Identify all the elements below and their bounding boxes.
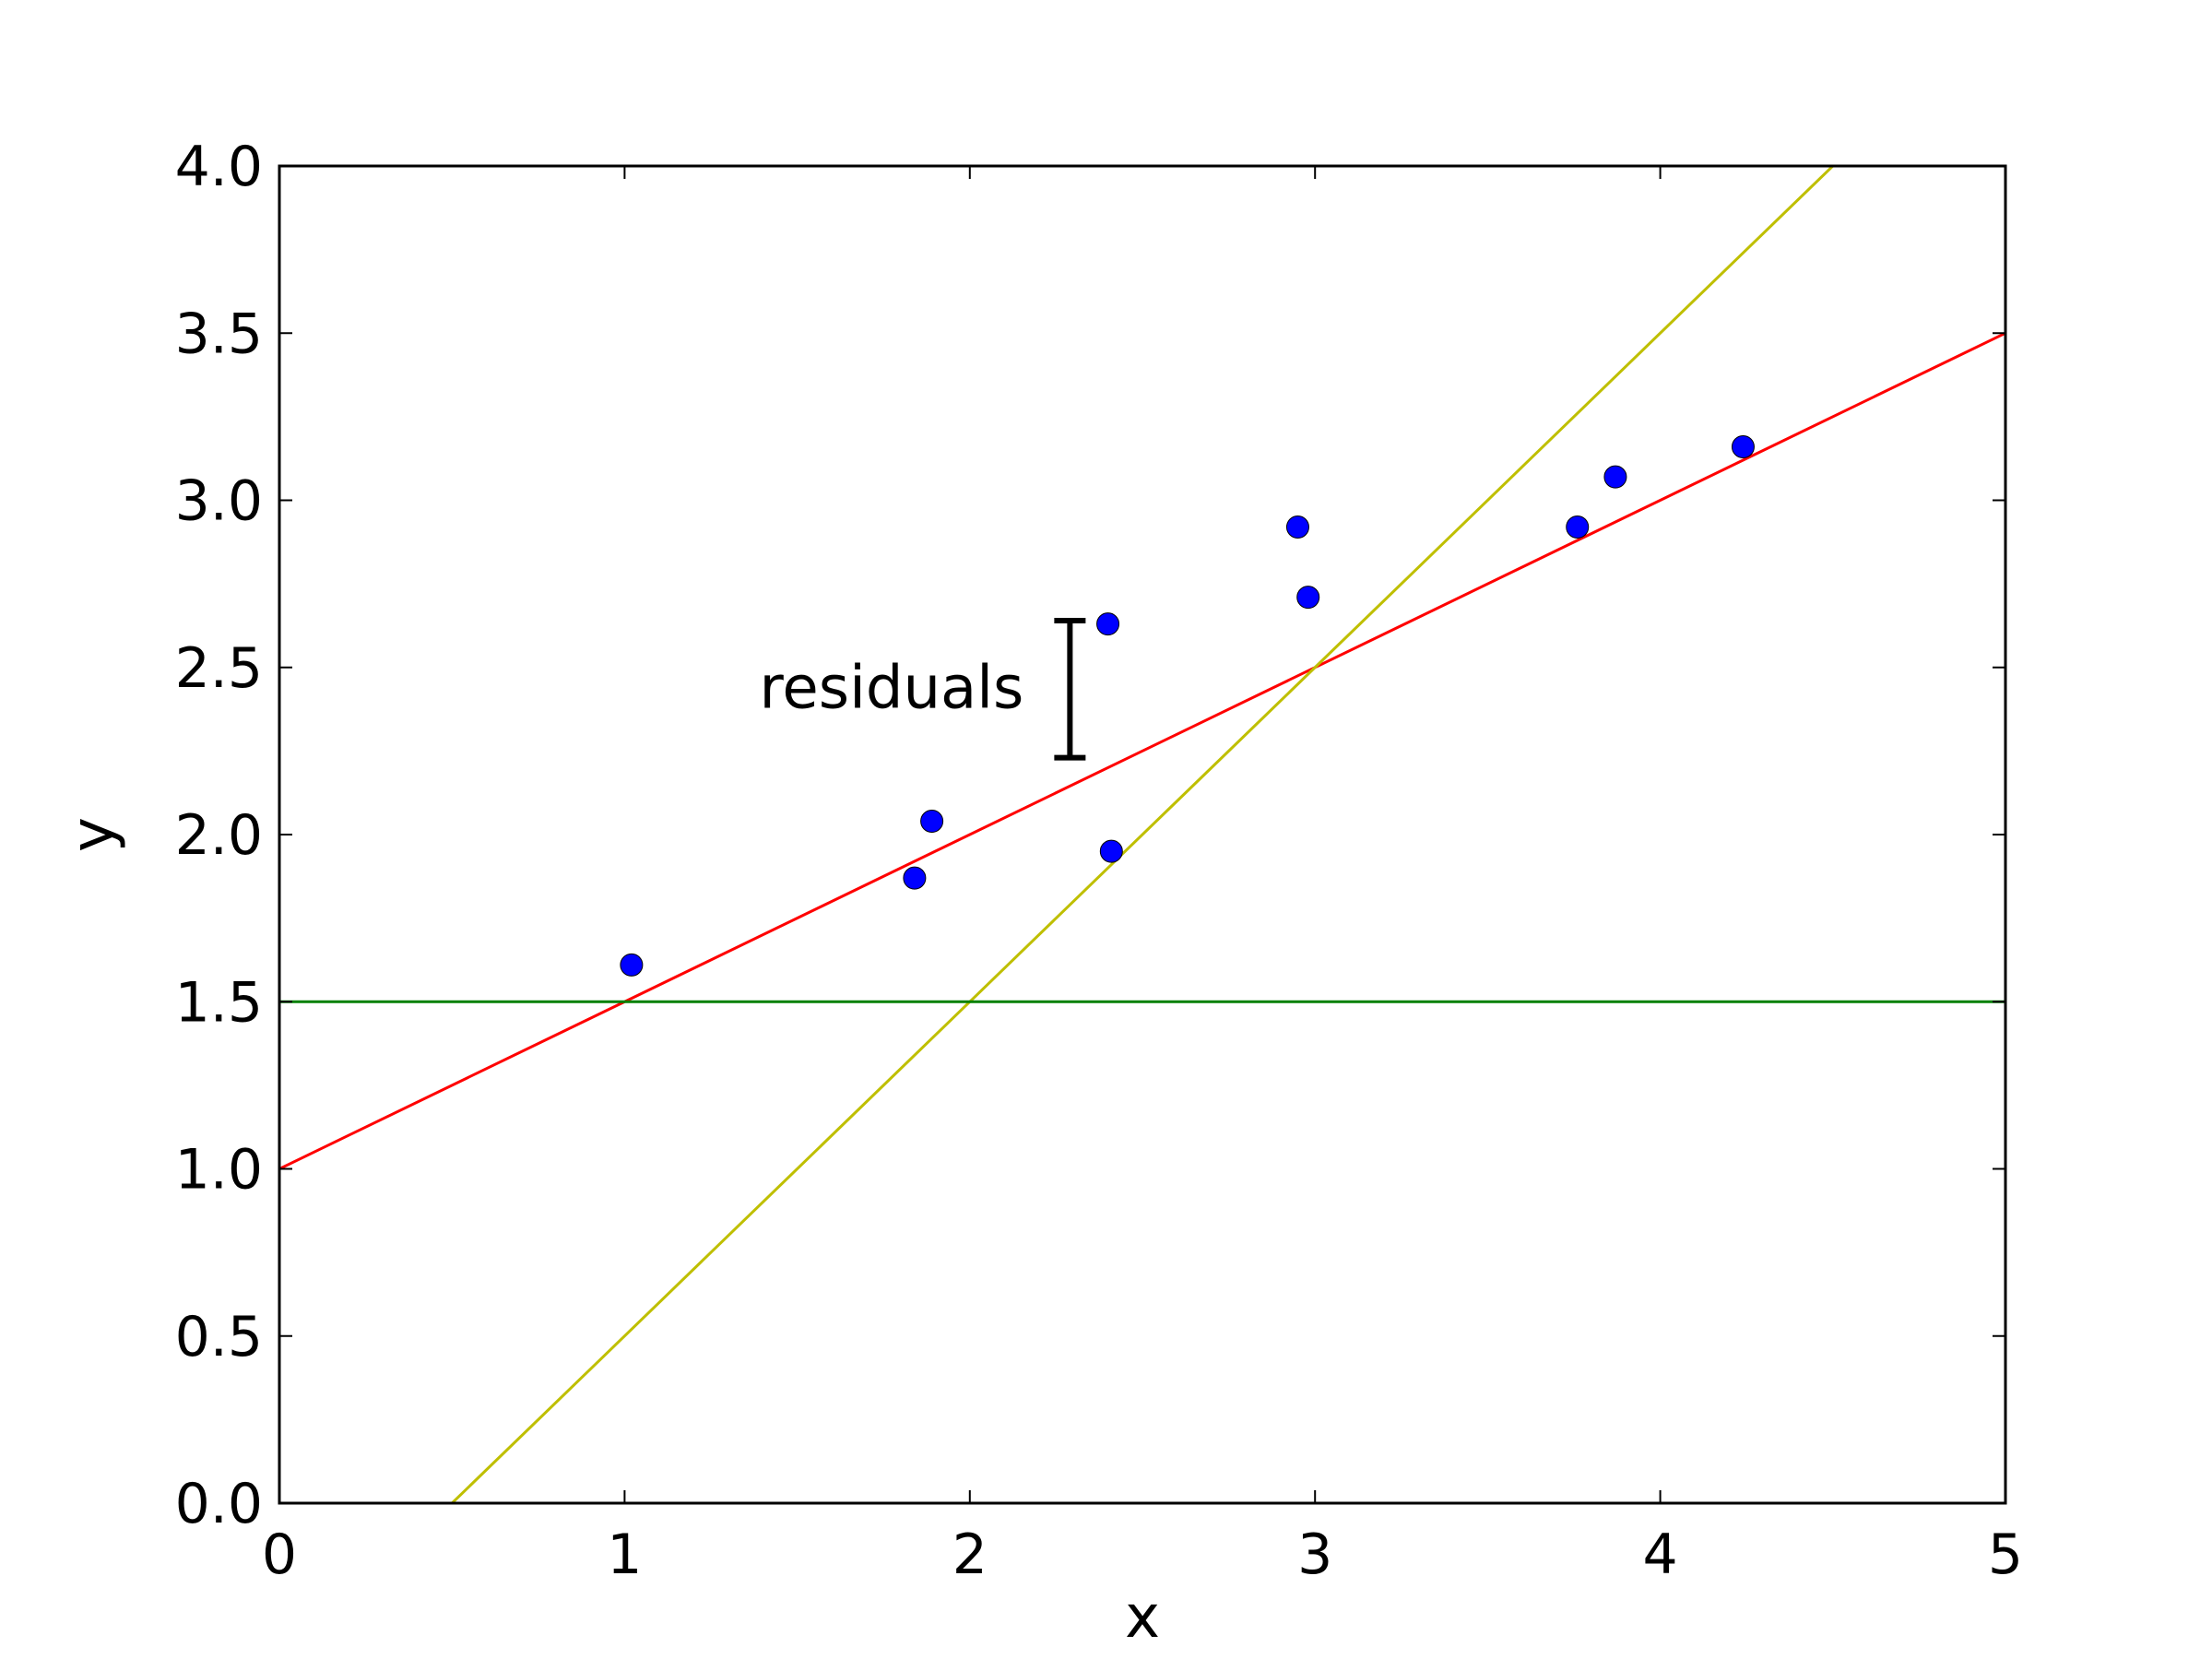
y-tick-label: 0.5 bbox=[175, 1305, 263, 1369]
x-tick-label: 3 bbox=[1297, 1523, 1332, 1587]
y-tick-label: 3.5 bbox=[175, 302, 263, 366]
y-tick-label: 1.5 bbox=[175, 970, 263, 1035]
data-point bbox=[1603, 465, 1627, 489]
y-axis: 0.0 0.5 1.0 1.5 2.0 2.5 3.0 3.5 4.0 bbox=[175, 135, 2005, 1536]
x-tick-label: 1 bbox=[607, 1523, 642, 1587]
y-axis-label: y bbox=[59, 817, 127, 852]
residual-annotation: residuals bbox=[759, 618, 1086, 761]
y-tick-label: 0.0 bbox=[175, 1472, 263, 1536]
x-axis: 0 1 2 3 4 5 bbox=[262, 166, 2023, 1587]
y-tick-label: 4.0 bbox=[175, 135, 263, 199]
data-point bbox=[620, 953, 644, 977]
data-point bbox=[1731, 435, 1755, 458]
y-tick-label: 1.0 bbox=[175, 1138, 263, 1203]
data-point bbox=[1296, 586, 1320, 610]
x-axis-label: x bbox=[1125, 1583, 1160, 1652]
x-tick-label: 4 bbox=[1643, 1523, 1678, 1587]
data-point bbox=[920, 810, 944, 833]
y-tick-label: 2.0 bbox=[175, 803, 263, 868]
data-point bbox=[903, 866, 927, 890]
residuals-label: residuals bbox=[759, 654, 1023, 722]
fit-line-2 bbox=[450, 166, 1835, 1503]
x-tick-label: 0 bbox=[262, 1523, 297, 1587]
regression-lines bbox=[279, 166, 2005, 1503]
residual-bracket bbox=[1054, 618, 1086, 761]
x-tick-label: 5 bbox=[1988, 1523, 2023, 1587]
data-point bbox=[1566, 515, 1590, 539]
y-tick-label: 3.0 bbox=[175, 469, 263, 534]
x-tick-label: 2 bbox=[952, 1523, 988, 1587]
y-tick-label: 2.5 bbox=[175, 636, 263, 701]
data-point bbox=[1285, 515, 1309, 539]
data-point bbox=[1096, 612, 1120, 636]
data-point bbox=[1099, 839, 1123, 863]
fit-line-1 bbox=[279, 331, 2005, 1170]
data-points bbox=[620, 435, 1755, 977]
